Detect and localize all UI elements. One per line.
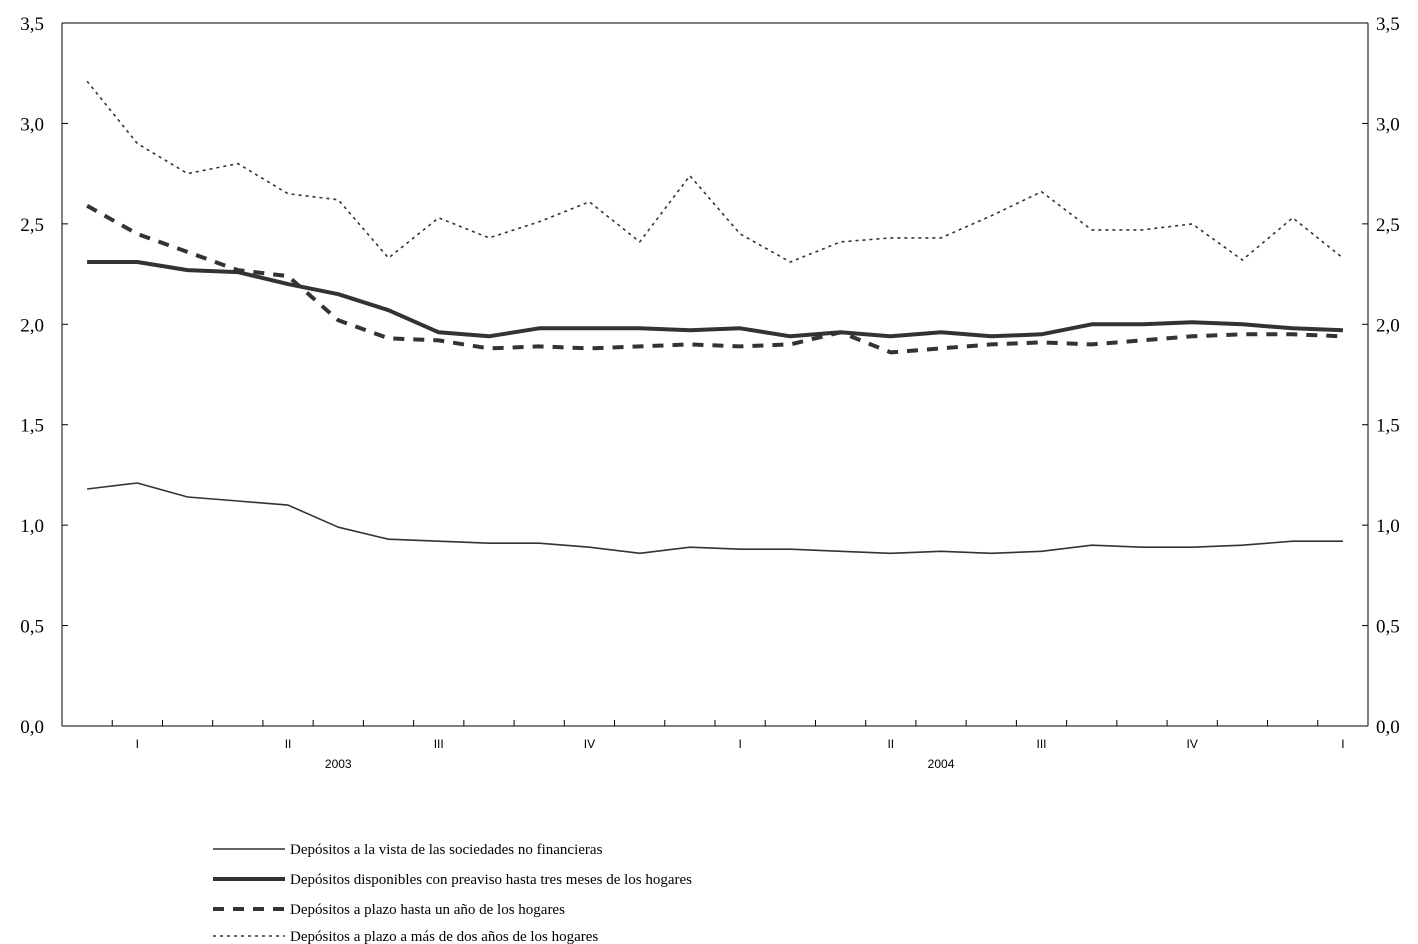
left-y-tick-label: 2,0 — [20, 315, 44, 336]
right-y-tick-label: 3,5 — [1376, 14, 1400, 35]
right-y-tick-label: 1,5 — [1376, 416, 1400, 437]
axes — [62, 23, 1368, 726]
right-y-tick-label: 2,0 — [1376, 315, 1400, 336]
legend-label-4: Depósitos a plazo a más de dos años de l… — [290, 929, 598, 944]
left-y-tick-label: 0,0 — [20, 717, 44, 738]
left-y-tick-label: 2,5 — [20, 215, 44, 236]
quarter-label: I — [738, 737, 741, 751]
right-y-tick-label: 3,0 — [1376, 114, 1400, 135]
legend: Depósitos a la vista de las sociedades n… — [213, 842, 692, 944]
left-y-tick-label: 0,5 — [20, 617, 44, 638]
quarter-label: I — [136, 737, 139, 751]
left-y-tick-label: 1,0 — [20, 516, 44, 537]
series-line-4 — [87, 81, 1343, 262]
legend-label-1: Depósitos a la vista de las sociedades n… — [290, 842, 603, 858]
right-y-tick-label: 1,0 — [1376, 516, 1400, 537]
right-y-tick-label: 0,5 — [1376, 617, 1400, 638]
x-ticks — [112, 720, 1318, 726]
left-y-tick-label: 1,5 — [20, 416, 44, 437]
right-y-tick-label: 2,5 — [1376, 215, 1400, 236]
left-y-ticks: 0,0 0,5 1,0 1,5 2,0 2,5 3,0 3,5 — [20, 14, 68, 738]
legend-label-3: Depósitos a plazo hasta un año de los ho… — [290, 902, 565, 918]
left-y-tick-label: 3,0 — [20, 114, 44, 135]
series-line-1 — [87, 483, 1343, 553]
left-y-tick-label: 3,5 — [20, 14, 44, 35]
quarter-label: IV — [584, 737, 595, 751]
quarter-label: II — [285, 737, 292, 751]
year-label: 2004 — [928, 757, 955, 771]
quarter-label: II — [887, 737, 894, 751]
quarter-label: IV — [1187, 737, 1198, 751]
series-lines — [87, 81, 1343, 553]
right-y-tick-label: 0,0 — [1376, 717, 1400, 738]
legend-label-2: Depósitos disponibles con preaviso hasta… — [290, 872, 692, 888]
quarter-label: III — [434, 737, 444, 751]
quarter-labels: I II III IV I II III IV I — [136, 737, 1345, 751]
year-label: 2003 — [325, 757, 352, 771]
year-labels: 2003 2004 — [325, 757, 955, 771]
quarter-label: I — [1341, 737, 1344, 751]
quarter-label: III — [1036, 737, 1046, 751]
